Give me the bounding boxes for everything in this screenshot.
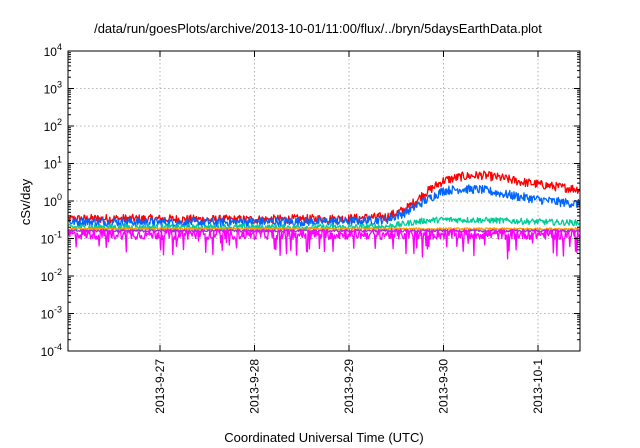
chart-title: /data/run/goesPlots/archive/2013-10-01/1… [94,21,542,36]
grid [68,51,580,351]
y-tick-label: 101 [44,155,62,172]
y-tick-exponent: 2 [57,117,62,127]
y-tick-exponent: 4 [57,42,62,52]
y-tick-exponent: 0 [57,192,62,202]
y-tick-label: 10-1 [41,230,62,247]
series-line-red [68,170,581,225]
y-tick-exponent: 3 [57,80,62,90]
y-tick-label: 102 [44,117,62,134]
y-tick-label: 10-2 [41,267,62,284]
y-tick-base: 10 [41,345,55,359]
y-tick-base: 10 [44,195,58,209]
y-tick-exponent: -1 [54,230,62,240]
x-tick-labels: 2013-9-27 2013-9-28 2013-9-29 2013-9-30 2013… [153,359,545,414]
x-tick-label: 2013-9-29 [342,359,356,414]
x-tick-label: 2013-9-28 [248,359,262,414]
y-tick-exponent: -3 [54,305,62,315]
y-tick-label: 10-3 [41,305,62,322]
y-tick-base: 10 [41,270,55,284]
y-tick-exponent: -4 [54,342,62,352]
y-tick-base: 10 [44,158,58,172]
x-axis-label: Coordinated Universal Time (UTC) [224,430,423,445]
x-tick-label: 2013-9-27 [153,359,167,414]
y-tick-base: 10 [41,233,55,247]
axis-ticks [68,50,580,352]
y-tick-base: 10 [44,120,58,134]
x-tick-label: 2013-10-1 [531,359,545,414]
y-tick-base: 10 [44,45,58,59]
series-lines [67,170,581,260]
y-tick-base: 10 [41,308,55,322]
series-line-blue [68,184,581,228]
y-tick-exponent: 1 [57,155,62,165]
y-axis-label: cSv/day [18,178,33,225]
y-tick-label: 103 [44,80,62,97]
y-tick-base: 10 [44,83,58,97]
series-line-magenta [67,228,581,260]
y-tick-label: 10-4 [41,342,62,359]
y-tick-exponent: -2 [54,267,62,277]
series-line-green [68,216,581,231]
y-tick-label: 104 [44,42,62,59]
y-tick-label: 100 [44,192,62,209]
x-tick-label: 2013-9-30 [437,359,451,414]
